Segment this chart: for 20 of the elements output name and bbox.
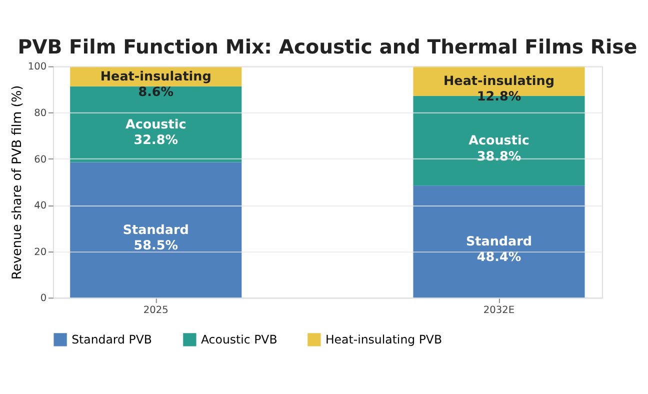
y-axis-title: Revenue share of PVB film (%) bbox=[10, 85, 25, 280]
y-tick-label: 60 bbox=[34, 154, 47, 166]
data-label: Heat-insulating 8.6% bbox=[100, 69, 212, 100]
legend-label: Standard PVB bbox=[72, 332, 152, 347]
data-label: Standard 48.4% bbox=[466, 234, 532, 266]
y-tick-label: 80 bbox=[34, 108, 47, 119]
x-tick-label: 2032E bbox=[483, 304, 515, 316]
x-tick-label: 2025 bbox=[143, 304, 168, 316]
y-tick-label: 40 bbox=[34, 200, 47, 212]
data-label: Acoustic 32.8% bbox=[125, 117, 186, 148]
data-label: Standard 58.5% bbox=[122, 222, 189, 254]
bar bbox=[413, 186, 585, 298]
chart-title: PVB Film Function Mix: Acoustic and Thermal Films Rise bbox=[18, 36, 638, 59]
y-tick-label: 0 bbox=[40, 293, 47, 304]
legend-label: Heat-insulating PVB bbox=[325, 332, 442, 347]
bar bbox=[70, 86, 242, 162]
y-tick-label: 20 bbox=[34, 246, 47, 258]
bar bbox=[70, 162, 242, 298]
legend-label: Acoustic PVB bbox=[200, 332, 278, 347]
y-tick-label: 100 bbox=[28, 62, 47, 73]
